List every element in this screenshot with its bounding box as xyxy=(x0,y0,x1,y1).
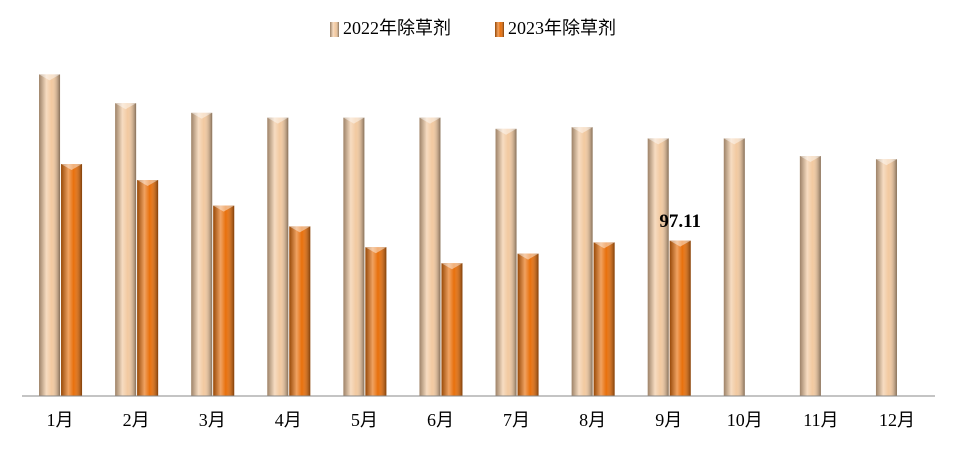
legend-label: 2022年除草剂 xyxy=(343,18,451,38)
bar-shade xyxy=(647,138,669,396)
bar-shade xyxy=(723,138,745,396)
bar-shade xyxy=(343,117,365,396)
bar-cap xyxy=(115,103,137,110)
legend-swatch-shade xyxy=(330,22,339,37)
bar-shade xyxy=(517,253,539,396)
bar-shade xyxy=(267,117,289,396)
x-tick-label: 8月 xyxy=(579,410,606,430)
bar-cap xyxy=(343,117,365,124)
bar-cap xyxy=(441,263,463,270)
x-tick-label: 11月 xyxy=(803,410,838,430)
bar-shade xyxy=(115,103,137,396)
bar-cap xyxy=(593,242,615,249)
bar-shade xyxy=(137,180,159,396)
bar-cap xyxy=(799,156,821,162)
bar-cap xyxy=(723,138,745,145)
bar-cap xyxy=(191,112,213,119)
x-tick-label: 4月 xyxy=(275,410,302,430)
x-tick-label: 7月 xyxy=(503,410,530,430)
legend: 2022年除草剂 2023年除草剂 xyxy=(330,18,616,38)
plot-area: 1月 2月 3月 4月 5月 6月 7月 8月 9月 97.11 10月 11月 12月 xyxy=(39,74,915,430)
bar-shade xyxy=(799,156,821,396)
bar-cap xyxy=(669,240,691,247)
x-tick-label: 12月 xyxy=(879,410,915,430)
bar-shade xyxy=(669,240,691,396)
bar-cap xyxy=(39,74,61,81)
bar-shade xyxy=(365,247,387,396)
bar-cap xyxy=(213,205,235,212)
bar-cap xyxy=(61,164,83,170)
bar-cap xyxy=(647,138,669,145)
bar-cap xyxy=(495,128,517,135)
bar-shade xyxy=(213,205,235,396)
x-tick-label: 3月 xyxy=(199,410,226,430)
x-tick-label: 6月 xyxy=(427,410,454,430)
x-tick-label: 2月 xyxy=(123,410,150,430)
bar-cap xyxy=(289,226,311,233)
bar-cap xyxy=(419,117,441,124)
bar-cap xyxy=(365,247,387,254)
bar-cap xyxy=(517,253,539,260)
x-tick-label: 5月 xyxy=(351,410,378,430)
bar-shade xyxy=(289,226,311,396)
data-label: 97.11 xyxy=(659,211,701,232)
bar-shade xyxy=(875,159,897,396)
x-tick-label: 10月 xyxy=(727,410,763,430)
legend-label: 2023年除草剂 xyxy=(508,18,616,38)
legend-swatch-shade xyxy=(495,22,504,37)
bar-shade xyxy=(191,112,213,397)
bar-cap xyxy=(571,127,593,134)
bar-shade xyxy=(441,263,463,396)
bar-cap xyxy=(137,180,159,186)
bar-shade xyxy=(419,117,441,396)
bar-shade xyxy=(495,128,517,397)
bar-shade xyxy=(39,74,61,397)
x-tick-label: 1月 xyxy=(47,410,74,430)
bar-shade xyxy=(61,164,83,396)
bar-cap xyxy=(875,159,897,166)
bar-shade xyxy=(593,242,615,396)
bar-shade xyxy=(571,127,593,396)
bar-cap xyxy=(267,117,289,124)
x-tick-label: 9月 xyxy=(655,410,682,430)
